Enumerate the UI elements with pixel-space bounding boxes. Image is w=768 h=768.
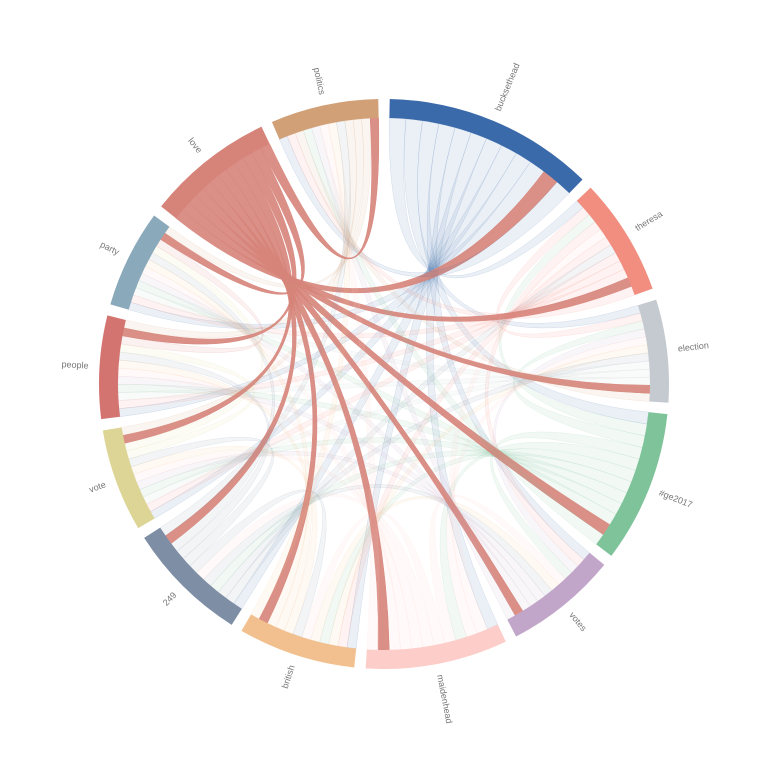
chord-ribbon	[319, 448, 636, 645]
group-label: election	[677, 340, 709, 354]
group-arc	[271, 99, 379, 140]
group-label: love	[186, 136, 204, 155]
chord-ribbon	[142, 360, 650, 505]
group-label: theresa	[633, 209, 664, 233]
chord-ribbon	[319, 123, 379, 651]
group-label: #ge2017	[658, 488, 694, 510]
chord-ribbon	[404, 118, 641, 329]
group-arc	[365, 624, 506, 670]
group-arc	[638, 299, 670, 403]
chord-ribbon	[159, 120, 351, 537]
group-arc	[596, 412, 668, 556]
group-label: party	[99, 239, 122, 257]
chord-ribbon	[160, 147, 305, 295]
chord-ribbon	[210, 449, 632, 593]
group-arc	[102, 427, 155, 529]
chord-ribbon	[121, 119, 357, 436]
group-arc	[389, 99, 583, 194]
chord-ribbon	[165, 163, 297, 544]
group-label: maidenhead	[435, 674, 454, 725]
chord-ribbon	[118, 152, 531, 418]
group-arc	[110, 215, 170, 310]
group-arc	[144, 527, 242, 625]
chord-ribbon	[123, 118, 364, 338]
arcs: bucksethead theresa election #ge2017 votes ma…	[61, 62, 709, 725]
chord-ribbon	[484, 221, 601, 567]
chord-ribbon	[311, 125, 516, 621]
ribbons	[117, 117, 651, 651]
group-label: politics	[312, 67, 328, 96]
group-label: british	[280, 664, 297, 690]
group-arc	[576, 187, 653, 296]
group-arc	[98, 315, 126, 420]
chord-ribbon	[233, 138, 502, 610]
group-arc	[241, 614, 357, 668]
group-label: people	[61, 359, 89, 371]
group-arc	[507, 552, 605, 637]
group-arc	[161, 126, 270, 219]
chord-ribbon	[337, 236, 612, 648]
chord-ribbon	[122, 152, 297, 345]
group-label: vote	[88, 479, 107, 494]
group-label: votes	[567, 610, 589, 633]
chord-ribbon	[164, 118, 372, 288]
group-label: 249	[161, 590, 179, 608]
chord-ribbon	[446, 336, 648, 638]
chord-ribbon	[279, 135, 570, 277]
group-label: bucksethead	[493, 62, 522, 113]
chord-ribbon	[181, 202, 632, 322]
chord-ribbon	[439, 441, 640, 641]
chord-ribbon	[294, 130, 651, 402]
chord-ribbon	[118, 359, 312, 631]
